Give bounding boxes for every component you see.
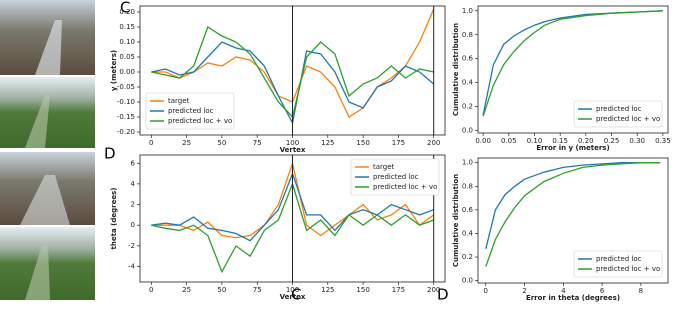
x-tick-label: 0 xyxy=(149,286,153,294)
series-line xyxy=(482,10,663,117)
legend-box xyxy=(350,158,440,196)
series-line xyxy=(482,10,663,116)
x-tick-label: 0.00 xyxy=(475,137,491,145)
panel-label: D xyxy=(104,145,116,163)
x-tick-label: 2 xyxy=(522,287,526,295)
x-tick-label: 175 xyxy=(392,286,405,294)
photo-track xyxy=(35,20,62,75)
axes-frame xyxy=(477,5,669,134)
x-axis-label: Vertex xyxy=(280,146,306,154)
y-tick-label: 0.15 xyxy=(119,23,135,31)
y-tick-label: 0.2 xyxy=(462,103,473,111)
legend-label: target xyxy=(168,97,190,105)
legend-box xyxy=(145,92,235,130)
legend-label: predicted loc xyxy=(596,105,642,113)
x-tick-label: 175 xyxy=(392,139,405,147)
x-tick-label: 0.35 xyxy=(655,137,671,145)
x-tick-label: 0.30 xyxy=(629,137,645,145)
x-tick-label: 200 xyxy=(427,139,440,147)
y-tick-label: 0.0 xyxy=(462,127,473,135)
y-tick-label: 1.0 xyxy=(462,159,473,167)
y-tick-label: 0.8 xyxy=(462,182,473,190)
x-tick-label: 0 xyxy=(484,287,488,295)
legend-label: predicted loc xyxy=(373,173,419,181)
y-tick-label: -0.15 xyxy=(117,113,135,121)
x-tick-label: 50 xyxy=(217,139,226,147)
y-tick-label: -4 xyxy=(128,263,136,271)
legend-label: predicted loc + vo xyxy=(168,117,232,125)
x-tick-label: 0.15 xyxy=(552,137,568,145)
photo-track xyxy=(25,95,50,148)
y-tick-label: 0.10 xyxy=(119,38,135,46)
y-tick-label: 6 xyxy=(131,159,136,167)
x-tick-label: 200 xyxy=(427,286,440,294)
y-tick-label: 0.4 xyxy=(462,229,474,237)
panel-label: C xyxy=(120,0,130,17)
legend-label: predicted loc + vo xyxy=(596,265,660,273)
x-axis-label: Error in theta (degrees) xyxy=(526,294,620,302)
x-tick-label: 75 xyxy=(253,286,262,294)
x-tick-label: 75 xyxy=(253,139,262,147)
photo-track xyxy=(25,245,50,300)
y-tick-label: -2 xyxy=(128,242,135,250)
x-tick-label: 6 xyxy=(600,287,605,295)
y-tick-label: 0.00 xyxy=(119,68,135,76)
y-tick-label: 0.20 xyxy=(119,8,135,16)
series-line xyxy=(485,162,661,249)
y-tick-label: 0.8 xyxy=(462,31,473,39)
y-tick-label: 0.2 xyxy=(462,253,473,261)
x-tick-label: 4 xyxy=(561,287,566,295)
x-tick-label: 0.05 xyxy=(501,137,517,145)
panel-label: D xyxy=(437,286,449,304)
x-tick-label: 125 xyxy=(321,286,334,294)
y-axis-label: Cumulative distribution xyxy=(452,174,460,267)
y-axis-label: theta (degrees) xyxy=(110,188,118,250)
photo-track xyxy=(20,175,70,225)
legend-box xyxy=(573,100,663,128)
x-tick-label: 150 xyxy=(356,286,369,294)
y-tick-label: 0.6 xyxy=(462,55,474,63)
y-tick-label: 2 xyxy=(131,201,135,209)
x-tick-label: 25 xyxy=(182,286,191,294)
legend-label: predicted loc xyxy=(168,107,214,115)
x-tick-label: 100 xyxy=(286,139,299,147)
axes-frame xyxy=(139,154,446,283)
x-tick-label: 0.25 xyxy=(604,137,620,145)
legend-label: target xyxy=(373,163,395,171)
y-tick-label: 0.05 xyxy=(119,53,135,61)
x-tick-label: 0.10 xyxy=(527,137,543,145)
x-tick-label: 50 xyxy=(217,286,226,294)
x-tick-label: 0.20 xyxy=(578,137,594,145)
x-tick-label: 100 xyxy=(286,286,299,294)
x-tick-label: 25 xyxy=(182,139,191,147)
x-tick-label: 125 xyxy=(321,139,334,147)
x-tick-label: 0 xyxy=(149,139,153,147)
axes-frame xyxy=(477,157,669,284)
panel-label: C xyxy=(291,286,301,304)
y-tick-label: 4 xyxy=(131,180,136,188)
y-tick-label: 0.4 xyxy=(462,79,474,87)
legend-box xyxy=(573,250,663,278)
legend-label: predicted loc + vo xyxy=(596,115,660,123)
y-tick-label: 0.6 xyxy=(462,206,474,214)
y-tick-label: 0.0 xyxy=(462,277,473,285)
x-tick-label: 8 xyxy=(639,287,643,295)
axes-frame xyxy=(139,5,446,136)
x-tick-label: 150 xyxy=(356,139,369,147)
y-tick-label: -0.20 xyxy=(117,128,135,136)
y-tick-label: -0.10 xyxy=(117,98,135,106)
legend-label: predicted loc xyxy=(596,255,642,263)
y-tick-label: 1.0 xyxy=(462,7,473,15)
x-axis-label: Vertex xyxy=(280,293,306,301)
y-tick-label: 0 xyxy=(131,221,135,229)
series-line xyxy=(485,162,661,267)
y-tick-label: -0.05 xyxy=(117,83,135,91)
legend-label: predicted loc + vo xyxy=(373,183,437,191)
y-axis-label: y (meters) xyxy=(110,50,118,91)
x-axis-label: Error in y (meters) xyxy=(536,144,609,152)
y-axis-label: Cumulative distribution xyxy=(452,23,460,116)
